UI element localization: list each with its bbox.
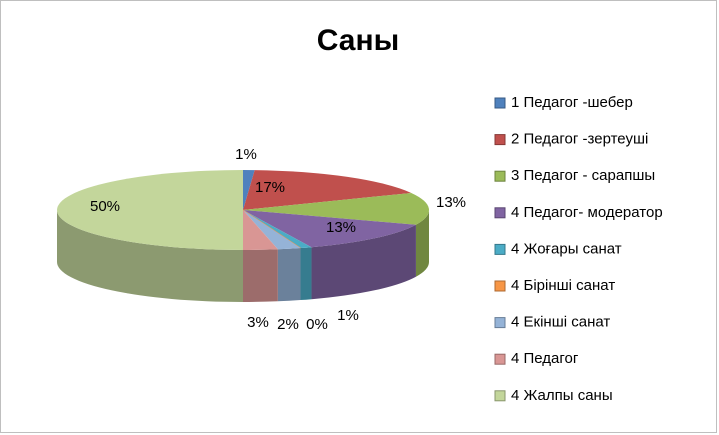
legend-marker — [494, 280, 506, 292]
legend-marker — [494, 243, 506, 255]
data-label: 17% — [255, 179, 285, 196]
slice-side — [300, 247, 312, 301]
data-label: 2% — [277, 316, 299, 333]
slice — [57, 170, 243, 250]
legend-label: 4 Жоғары санат — [511, 240, 622, 257]
slice-side — [415, 210, 429, 277]
legend-label: 4 Педагог — [511, 350, 579, 367]
data-label: 0% — [306, 316, 328, 333]
slice — [243, 170, 255, 210]
legend-marker — [494, 317, 506, 329]
legend-label: 4 Бірінші санат — [511, 277, 615, 294]
slice-side — [311, 224, 416, 300]
legend-marker — [494, 97, 506, 109]
slice — [243, 192, 429, 225]
slice — [243, 210, 416, 248]
legend-marker — [494, 134, 506, 146]
slice-side — [243, 249, 278, 302]
data-label: 13% — [326, 219, 356, 236]
legend-label: 1 Педагог -шебер — [511, 94, 633, 111]
legend-marker — [494, 353, 506, 365]
slice — [243, 210, 312, 249]
slice-side — [277, 248, 301, 302]
legend-label: 2 Педагог -зертеуші — [511, 131, 648, 148]
slice — [243, 210, 278, 250]
legend-marker — [494, 207, 506, 219]
data-label: 50% — [90, 198, 120, 215]
slice-side — [57, 210, 243, 302]
data-label: 1% — [235, 146, 257, 163]
data-label: 13% — [436, 194, 466, 211]
legend-marker — [494, 390, 506, 402]
slice — [243, 210, 301, 250]
slice — [242, 209, 301, 249]
chart-title: Саны — [317, 24, 399, 57]
legend-label: 4 Педагог- модератор — [511, 204, 663, 221]
legend-label: 3 Педагог - сарапшы — [511, 167, 655, 184]
data-label: 3% — [247, 314, 269, 331]
slice — [243, 170, 412, 210]
legend-label: 4 Жалпы саны — [511, 387, 613, 404]
data-label: 1% — [337, 307, 359, 324]
legend-label: 4 Екінші санат — [511, 314, 610, 331]
legend-marker — [494, 170, 506, 182]
